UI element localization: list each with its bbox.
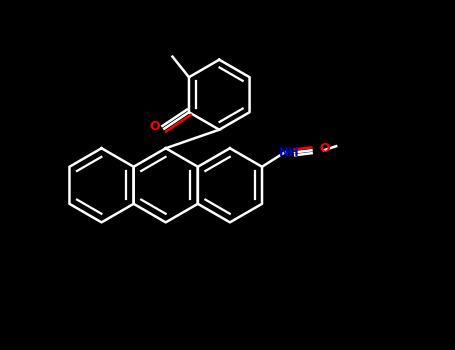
Text: O: O [150, 120, 160, 133]
Text: NH: NH [278, 146, 299, 159]
Text: O: O [320, 142, 330, 155]
